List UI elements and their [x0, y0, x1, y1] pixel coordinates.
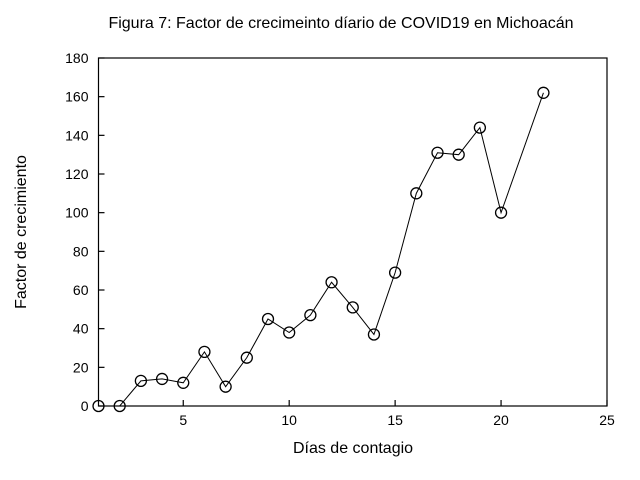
data-point-marker	[219, 380, 232, 393]
data-point-marker	[537, 86, 550, 99]
data-point-marker	[283, 326, 296, 339]
data-point-marker	[304, 308, 317, 322]
data-point-marker	[452, 148, 465, 161]
data-point-marker	[240, 351, 253, 364]
data-point-marker	[177, 376, 190, 389]
data-point-marker	[198, 345, 211, 359]
data-point-marker	[367, 328, 381, 341]
y-tick-label: 80	[73, 243, 89, 259]
data-point-marker	[134, 374, 148, 388]
y-tick-label: 40	[73, 321, 89, 337]
x-tick-label: 5	[179, 412, 187, 428]
y-tick-label: 180	[65, 50, 89, 66]
y-tick-label: 100	[65, 205, 89, 221]
data-point-marker	[92, 399, 105, 413]
data-point-marker	[388, 266, 402, 279]
data-point-marker	[473, 121, 487, 134]
x-tick-label: 25	[599, 412, 615, 428]
x-tick-label: 15	[387, 412, 403, 428]
data-point-marker	[155, 372, 169, 386]
data-point-marker	[410, 187, 423, 200]
x-tick-label: 10	[281, 412, 297, 428]
data-point-marker	[261, 312, 275, 326]
y-tick-label: 160	[65, 89, 89, 105]
data-point-marker	[113, 399, 126, 413]
y-tick-label: 120	[65, 166, 89, 182]
data-point-marker	[494, 206, 508, 219]
y-tick-label: 140	[65, 127, 89, 143]
y-tick-label: 20	[73, 359, 89, 375]
data-point-marker	[325, 276, 338, 289]
chart-title: Figura 7: Factor de crecimeinto díario d…	[108, 15, 574, 32]
y-tick-label: 60	[73, 282, 89, 298]
data-point-marker	[346, 301, 359, 314]
x-tick-label: 20	[493, 412, 509, 428]
data-point-marker	[431, 146, 444, 159]
data-line	[98, 92, 544, 407]
y-tick-label: 0	[81, 398, 89, 414]
x-axis-label: Días de contagio	[292, 440, 414, 457]
plot-border	[97, 57, 608, 407]
